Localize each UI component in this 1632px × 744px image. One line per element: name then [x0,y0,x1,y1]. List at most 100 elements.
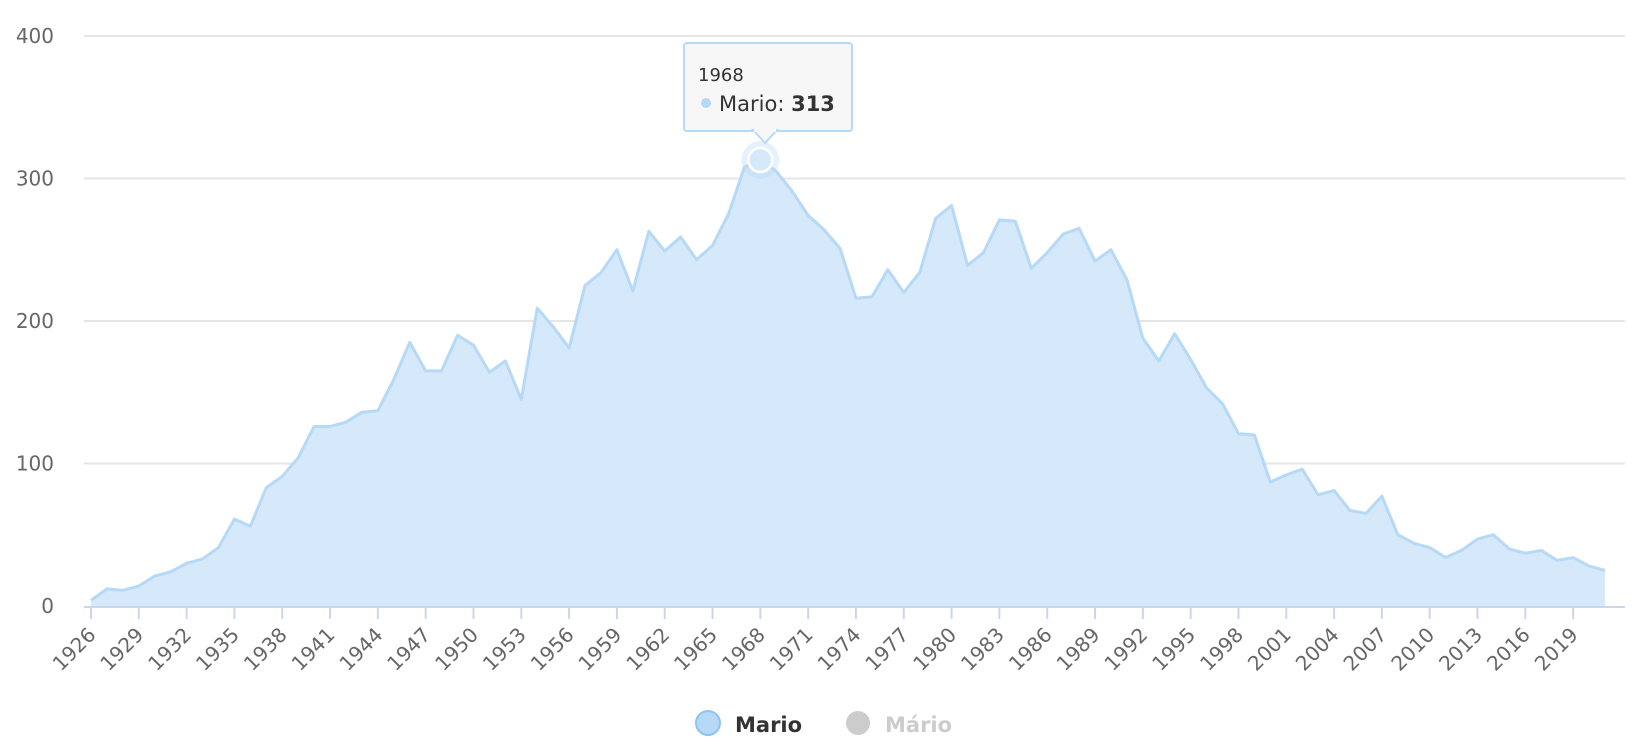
data-point-2007[interactable] [1379,493,1385,499]
x-tick-label-1941: 1941 [287,623,340,676]
data-point-1975[interactable] [869,294,875,300]
legend-item-mario[interactable]: Mario [695,710,802,737]
data-point-1983[interactable] [996,217,1002,223]
data-point-1945[interactable] [391,376,397,382]
data-point-1935[interactable] [231,516,237,522]
data-point-1995[interactable] [1188,356,1194,362]
data-point-1938[interactable] [279,473,285,479]
data-point-1961[interactable] [646,228,652,234]
data-point-1951[interactable] [486,369,492,375]
data-point-2018[interactable] [1554,557,1560,563]
data-point-1989[interactable] [1092,258,1098,264]
data-point-2020[interactable] [1586,563,1592,569]
data-point-1933[interactable] [200,556,206,562]
y-axis-labels: 0 100 200 300 400 [16,24,54,618]
data-point-1954[interactable] [534,305,540,311]
data-point-2005[interactable] [1347,508,1353,514]
data-point-1991[interactable] [1124,277,1130,283]
data-point-1986[interactable] [1044,250,1050,256]
data-point-1931[interactable] [168,569,174,575]
data-point-1971[interactable] [805,213,811,219]
data-point-1939[interactable] [295,455,301,461]
data-point-2002[interactable] [1299,466,1305,472]
data-point-1942[interactable] [343,419,349,425]
data-point-1929[interactable] [136,583,142,589]
data-point-2010[interactable] [1427,545,1433,551]
data-point-1944[interactable] [375,408,381,414]
data-point-1941[interactable] [327,423,333,429]
data-point-1962[interactable] [662,248,668,254]
data-point-1985[interactable] [1028,265,1034,271]
data-point-2016[interactable] [1522,550,1528,556]
data-point-2014[interactable] [1490,532,1496,538]
data-point-1953[interactable] [518,396,524,402]
data-point-1930[interactable] [152,573,158,579]
data-point-1978[interactable] [917,270,923,276]
data-point-2000[interactable] [1267,479,1273,485]
data-point-1987[interactable] [1060,231,1066,237]
data-point-2001[interactable] [1283,472,1289,478]
data-point-2011[interactable] [1443,555,1449,561]
data-point-1980[interactable] [949,203,955,209]
data-point-1981[interactable] [965,262,971,268]
data-point-1974[interactable] [853,295,859,301]
data-point-1988[interactable] [1076,225,1082,231]
data-point-2021[interactable] [1602,567,1608,573]
data-point-2004[interactable] [1331,488,1337,494]
data-point-1958[interactable] [598,270,604,276]
legend-item-mario-accented[interactable]: Mário [846,711,952,737]
series-area-mario[interactable] [88,157,1608,607]
data-point-1976[interactable] [885,267,891,273]
data-point-2019[interactable] [1570,555,1576,561]
data-point-1966[interactable] [725,211,731,217]
data-point-2013[interactable] [1475,536,1481,542]
data-point-1965[interactable] [710,242,716,248]
data-point-1993[interactable] [1156,358,1162,364]
data-point-1947[interactable] [423,368,429,374]
data-point-1994[interactable] [1172,331,1178,337]
data-point-1927[interactable] [104,586,110,592]
data-point-1982[interactable] [980,250,986,256]
data-point-1937[interactable] [263,485,269,491]
data-point-1990[interactable] [1108,247,1114,253]
data-point-1984[interactable] [1012,218,1018,224]
data-point-1928[interactable] [120,587,126,593]
data-point-1977[interactable] [901,290,907,296]
data-point-1936[interactable] [247,523,253,529]
hover-point-marker[interactable] [741,140,780,179]
data-point-2012[interactable] [1459,547,1465,553]
data-point-1946[interactable] [407,339,413,345]
hover-point[interactable] [747,146,774,174]
data-point-1956[interactable] [566,345,572,351]
data-point-1959[interactable] [614,247,620,253]
data-point-2009[interactable] [1411,540,1417,546]
data-point-1979[interactable] [933,215,939,221]
data-point-1973[interactable] [837,245,843,251]
data-point-1970[interactable] [789,188,795,194]
data-point-1934[interactable] [215,545,221,551]
data-point-1998[interactable] [1235,431,1241,437]
data-point-1943[interactable] [359,409,365,415]
data-point-1940[interactable] [311,423,317,429]
data-point-2015[interactable] [1506,546,1512,552]
data-point-1963[interactable] [678,234,684,240]
data-point-1952[interactable] [502,358,508,364]
data-point-2017[interactable] [1538,547,1544,553]
data-point-1957[interactable] [582,282,588,288]
data-point-1949[interactable] [455,332,461,338]
data-point-1972[interactable] [821,227,827,233]
data-point-2008[interactable] [1395,532,1401,538]
data-point-1992[interactable] [1140,335,1146,341]
data-point-1926[interactable] [88,597,94,603]
data-point-1932[interactable] [184,560,190,566]
data-point-1955[interactable] [550,324,556,330]
data-point-2003[interactable] [1315,492,1321,498]
data-point-1997[interactable] [1220,401,1226,407]
data-point-1996[interactable] [1204,385,1210,391]
data-point-1960[interactable] [630,288,636,294]
data-point-1999[interactable] [1251,432,1257,438]
data-point-1950[interactable] [470,342,476,348]
data-point-2006[interactable] [1363,510,1369,516]
data-point-1964[interactable] [694,257,700,263]
data-point-1948[interactable] [439,368,445,374]
